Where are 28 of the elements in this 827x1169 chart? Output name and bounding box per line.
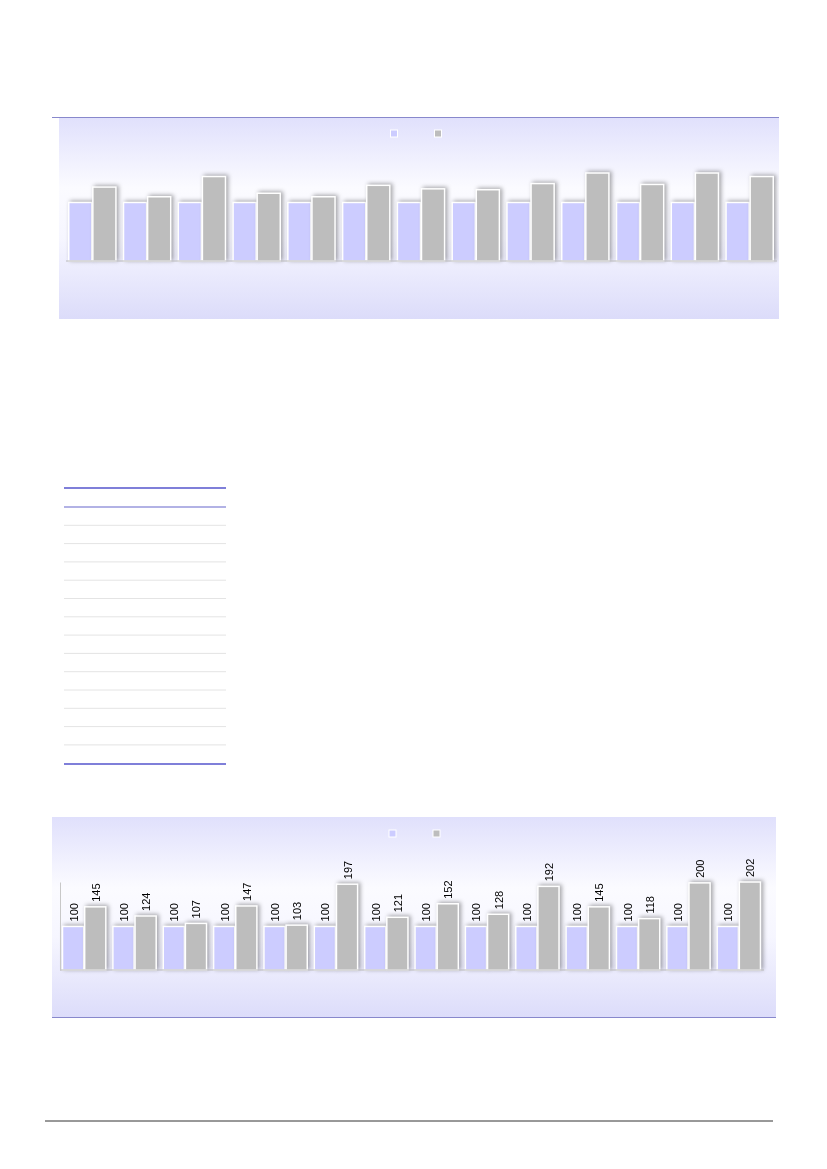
data-label: 197 [341, 860, 354, 880]
data-label: 202 [744, 858, 757, 877]
data-label: 100 [369, 903, 382, 922]
data-label: 145 [89, 883, 102, 902]
data-label: 100 [269, 903, 282, 922]
data-label: 145 [593, 883, 606, 902]
data-label: 100 [420, 903, 433, 922]
data-label: 100 [319, 903, 332, 922]
data-label: 128 [492, 890, 505, 910]
data-label: 100 [67, 903, 80, 922]
data-label: 118 [643, 896, 656, 914]
data-label: 103 [291, 901, 304, 921]
data-label: 121 [391, 893, 404, 913]
data-label: 100 [520, 903, 533, 922]
data-label: 100 [117, 903, 130, 922]
data-label: 100 [218, 903, 231, 922]
data-label: 147 [240, 882, 253, 901]
data-label: 100 [571, 903, 584, 922]
data-label: 100 [168, 903, 181, 922]
data-label: 152 [442, 880, 455, 899]
data-label: 100 [722, 903, 735, 922]
data-label: 192 [542, 863, 555, 882]
data-label: 100 [621, 903, 634, 922]
data-label: 100 [671, 903, 684, 922]
data-label: 200 [694, 859, 707, 878]
data-label: 107 [190, 900, 203, 919]
data-label: 124 [140, 892, 153, 911]
data-label: 100 [470, 903, 483, 922]
